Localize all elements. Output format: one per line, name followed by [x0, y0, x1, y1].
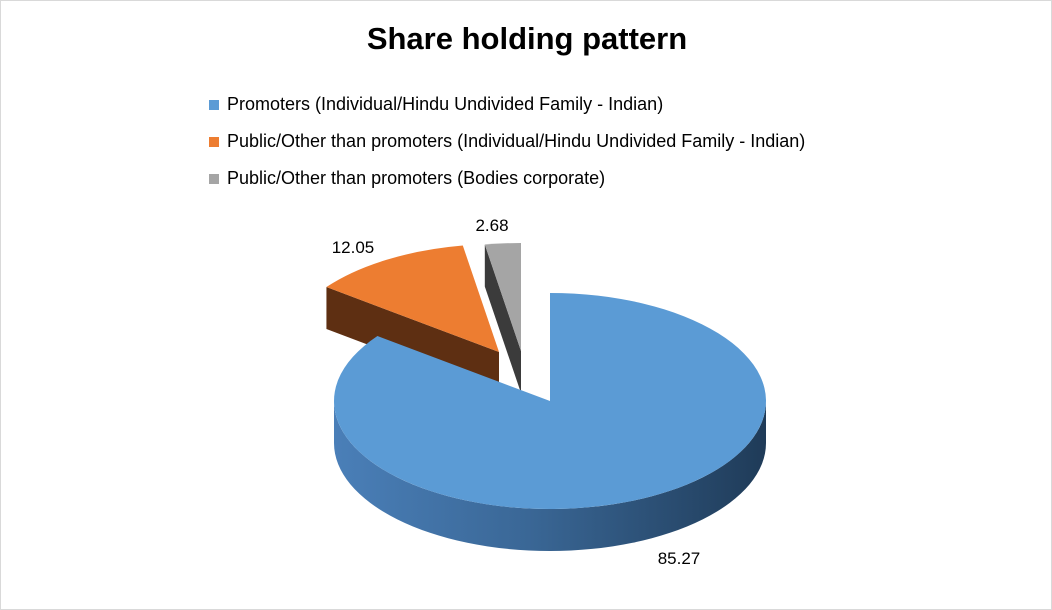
- legend-swatch-promoters: [209, 99, 219, 110]
- slice-side-promoters: [334, 401, 766, 551]
- data-label-public-individual: 12.05: [332, 238, 375, 257]
- slice-public-individual: [326, 245, 499, 352]
- slice-side-bodies-corporate-cut: [484, 244, 521, 393]
- legend-label-public-individual: Public/Other than promoters (Individual/…: [227, 131, 806, 151]
- legend-item-public-individual: Public/Other than promoters (Individual/…: [209, 123, 805, 160]
- legend-label-bodies-corporate: Public/Other than promoters (Bodies corp…: [227, 168, 606, 188]
- data-label-promoters: 85.27: [658, 549, 701, 568]
- legend-item-promoters: Promoters (Individual/Hindu Undivided Fa…: [209, 86, 805, 123]
- slice-promoters: [334, 293, 767, 509]
- legend: Promoters (Individual/Hindu Undivided Fa…: [209, 86, 805, 197]
- legend-label-promoters: Promoters (Individual/Hindu Undivided Fa…: [227, 94, 664, 114]
- legend-swatch-bodies-corporate: [209, 173, 219, 184]
- legend-swatch-public-individual: [209, 136, 219, 147]
- chart-title: Share holding pattern: [366, 21, 688, 56]
- slice-bodies-corporate: [484, 243, 521, 351]
- legend-item-bodies-corporate: Public/Other than promoters (Bodies corp…: [209, 160, 805, 197]
- data-label-bodies-corporate: 2.68: [475, 216, 508, 235]
